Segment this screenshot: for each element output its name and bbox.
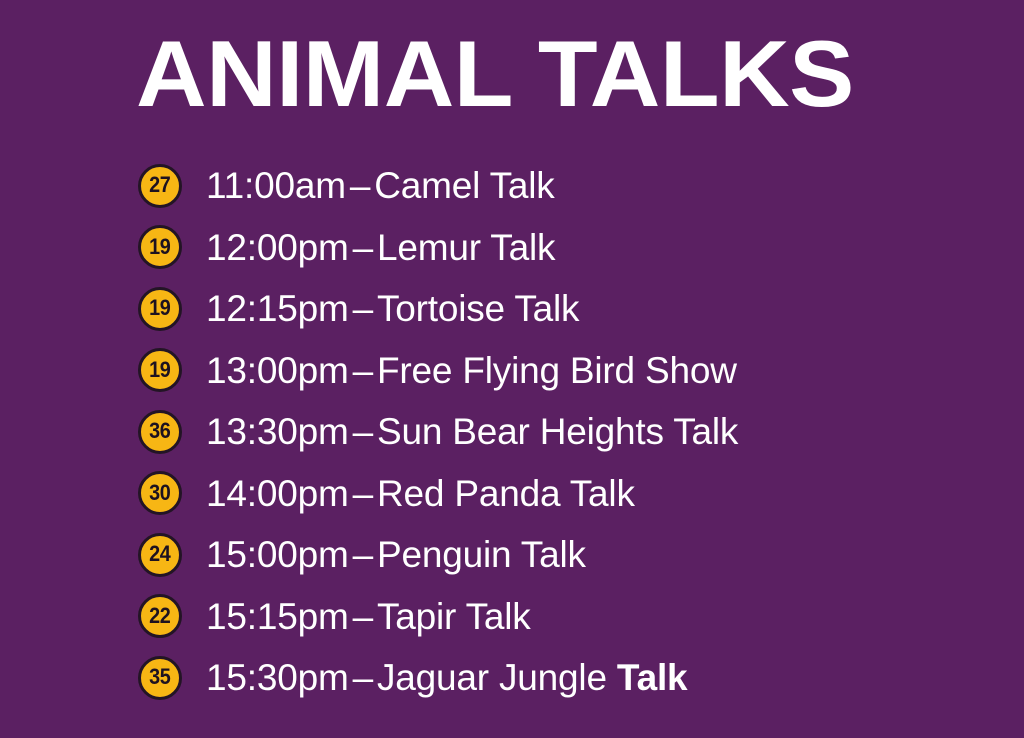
schedule-time: 13:30pm [206, 411, 349, 453]
schedule-row-text: 15:30pm – Jaguar Jungle Talk [206, 657, 688, 699]
schedule-time: 15:15pm [206, 595, 349, 637]
schedule-talk-title: Free Flying Bird Show [376, 349, 737, 391]
schedule-row-text: 15:00pm – Penguin Talk [206, 536, 586, 573]
badge-number-label: 22 [149, 602, 171, 628]
schedule-row-text: 13:30pm – Sun Bear Heights Talk [206, 413, 738, 450]
schedule-row: 36 13:30pm – Sun Bear Heights Talk [138, 401, 988, 463]
schedule-talk-title: Tapir Talk [376, 595, 531, 637]
schedule-separator: – [352, 534, 374, 576]
badge-number-label: 24 [149, 541, 171, 567]
schedule-number-badge: 30 [138, 471, 182, 516]
schedule-row-text: 11:00am – Camel Talk [206, 167, 555, 204]
schedule-row: 19 13:00pm – Free Flying Bird Show [138, 340, 988, 402]
schedule-number-badge: 36 [138, 409, 182, 454]
schedule-separator: – [352, 472, 374, 514]
schedule-row-text: 14:00pm – Red Panda Talk [206, 475, 635, 512]
badge-number-label: 35 [149, 664, 171, 690]
schedule-list: 27 11:00am – Camel Talk 19 12:00pm – Lemur Talk… [138, 155, 988, 709]
schedule-talk-title: Penguin Talk [376, 534, 586, 576]
schedule-talk-title: Jaguar Jungle [376, 657, 617, 699]
schedule-number-badge: 19 [138, 286, 182, 331]
schedule-number-badge: 19 [138, 348, 182, 393]
schedule-number-badge: 24 [138, 532, 182, 577]
schedule-row-text: 12:15pm – Tortoise Talk [206, 288, 580, 330]
badge-number-label: 19 [149, 233, 171, 259]
page-title: ANIMAL TALKS [136, 21, 854, 126]
schedule-number-badge: 35 [138, 655, 182, 700]
schedule-row: 35 15:30pm – Jaguar Jungle Talk [138, 647, 988, 709]
badge-number-label: 27 [149, 172, 171, 198]
schedule-row: 19 12:00pm – Lemur Talk [138, 217, 988, 279]
schedule-number-badge: 19 [138, 225, 182, 270]
schedule-separator: – [349, 165, 371, 207]
schedule-separator: – [352, 349, 374, 391]
schedule-time: 13:00pm [206, 349, 349, 391]
schedule-row: 19 12:15pm – Tortoise Talk [138, 278, 988, 340]
schedule-separator: – [352, 288, 374, 330]
schedule-row-text: 15:15pm – Tapir Talk [206, 598, 531, 635]
schedule-separator: – [352, 657, 374, 699]
schedule-talk-title: Tortoise Talk [376, 288, 580, 330]
schedule-talk-title-emphasis: Talk [616, 657, 688, 699]
badge-number-label: 30 [149, 479, 171, 505]
schedule-number-badge: 27 [138, 163, 182, 208]
badge-number-label: 19 [149, 295, 171, 321]
schedule-talk-title: Red Panda Talk [376, 472, 635, 514]
badge-number-label: 36 [149, 418, 171, 444]
schedule-separator: – [352, 226, 374, 268]
schedule-talk-title: Sun Bear Heights Talk [376, 411, 739, 453]
schedule-separator: – [352, 411, 374, 453]
schedule-row: 30 14:00pm – Red Panda Talk [138, 463, 988, 525]
schedule-separator: – [352, 595, 374, 637]
schedule-time: 14:00pm [206, 472, 349, 514]
schedule-time: 12:00pm [206, 226, 349, 268]
schedule-time: 15:30pm [206, 657, 349, 699]
schedule-row: 24 15:00pm – Penguin Talk [138, 524, 988, 586]
schedule-time: 12:15pm [206, 288, 349, 330]
schedule-time: 15:00pm [206, 534, 349, 576]
badge-number-label: 19 [149, 356, 171, 382]
schedule-talk-title: Lemur Talk [376, 226, 556, 268]
schedule-talk-title: Camel Talk [374, 165, 555, 207]
schedule-row: 27 11:00am – Camel Talk [138, 155, 988, 217]
schedule-row-text: 13:00pm – Free Flying Bird Show [206, 352, 737, 389]
schedule-number-badge: 22 [138, 594, 182, 639]
schedule-time: 11:00am [206, 165, 346, 207]
schedule-row: 22 15:15pm – Tapir Talk [138, 586, 988, 648]
schedule-row-text: 12:00pm – Lemur Talk [206, 229, 555, 266]
